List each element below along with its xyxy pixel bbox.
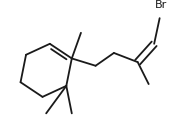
Text: Br: Br (154, 0, 167, 10)
